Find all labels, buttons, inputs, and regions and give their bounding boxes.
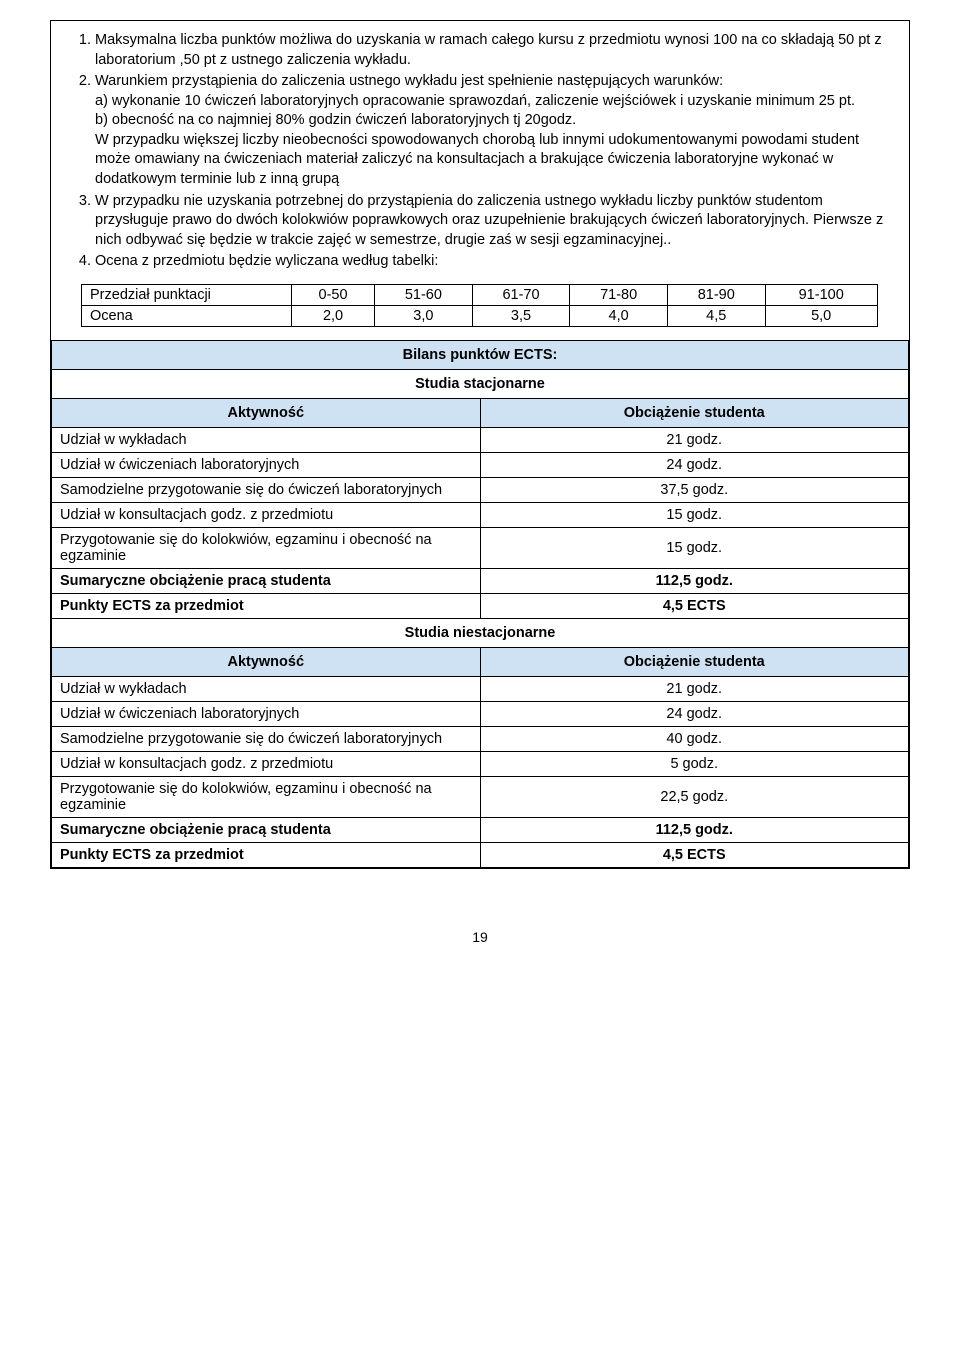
value-cell: 21 godz. xyxy=(480,677,909,702)
activity-cell: Punkty ECTS za przedmiot xyxy=(52,842,481,867)
col-load: Obciążenie studenta xyxy=(481,399,909,427)
table-cell: 3,5 xyxy=(472,305,570,326)
sub-item-b: b) obecność na co najmniej 80% godzin ćw… xyxy=(95,112,576,128)
table-row: Samodzielne przygotowanie się do ćwiczeń… xyxy=(52,477,909,502)
table-row-sum: Sumaryczne obciążenie pracą studenta112,… xyxy=(52,568,909,593)
activity-cell: Udział w konsultacjach godz. z przedmiot… xyxy=(52,502,481,527)
workload-table-niestacjonarne: Udział w wykładach21 godz. Udział w ćwic… xyxy=(51,677,909,868)
ects-title: Bilans punktów ECTS: xyxy=(51,340,909,370)
workload-table-stacjonarne: Udział w wykładach21 godz. Udział w ćwic… xyxy=(51,428,909,619)
list-text: W przypadku nie uzyskania potrzebnej do … xyxy=(95,193,883,248)
table-cell: 0-50 xyxy=(292,284,375,305)
table-cell: 5,0 xyxy=(765,305,877,326)
activity-cell: Sumaryczne obciążenie pracą studenta xyxy=(52,568,481,593)
table-row-ects: Punkty ECTS za przedmiot4,5 ECTS xyxy=(52,842,909,867)
studia-stacjonarne-header: Studia stacjonarne xyxy=(51,370,909,399)
table-cell: 71-80 xyxy=(570,284,668,305)
table-cell: 3,0 xyxy=(375,305,473,326)
value-cell: 4,5 ECTS xyxy=(480,842,909,867)
table-row: Ocena 2,0 3,0 3,5 4,0 4,5 5,0 xyxy=(82,305,878,326)
activity-cell: Udział w wykładach xyxy=(52,428,481,453)
activity-cell: Udział w ćwiczeniach laboratoryjnych xyxy=(52,701,481,726)
activity-cell: Samodzielne przygotowanie się do ćwiczeń… xyxy=(52,726,481,751)
document-frame: Maksymalna liczba punktów możliwa do uzy… xyxy=(50,20,910,869)
value-cell: 24 godz. xyxy=(480,701,909,726)
table-row: Udział w wykładach21 godz. xyxy=(52,428,909,453)
requirements-list: Maksymalna liczba punktów możliwa do uzy… xyxy=(65,31,895,272)
activity-cell: Przygotowanie się do kolokwiów, egzaminu… xyxy=(52,527,481,568)
table-cell: 4,5 xyxy=(667,305,765,326)
table-row: Udział w ćwiczeniach laboratoryjnych24 g… xyxy=(52,701,909,726)
table-row: Przedział punktacji 0-50 51-60 61-70 71-… xyxy=(82,284,878,305)
column-headers: Aktywność Obciążenie studenta xyxy=(51,648,909,677)
list-item: Maksymalna liczba punktów możliwa do uzy… xyxy=(95,31,895,70)
value-cell: 22,5 godz. xyxy=(480,776,909,817)
activity-cell: Udział w ćwiczeniach laboratoryjnych xyxy=(52,452,481,477)
table-row: Przygotowanie się do kolokwiów, egzaminu… xyxy=(52,776,909,817)
value-cell: 15 godz. xyxy=(480,502,909,527)
value-cell: 4,5 ECTS xyxy=(480,593,909,618)
table-cell: 51-60 xyxy=(375,284,473,305)
col-activity: Aktywność xyxy=(52,399,481,427)
sub-item-a: a) wykonanie 10 ćwiczeń laboratoryjnych … xyxy=(95,93,855,109)
table-row: Samodzielne przygotowanie się do ćwiczeń… xyxy=(52,726,909,751)
value-cell: 37,5 godz. xyxy=(480,477,909,502)
table-row: Udział w konsultacjach godz. z przedmiot… xyxy=(52,502,909,527)
activity-cell: Przygotowanie się do kolokwiów, egzaminu… xyxy=(52,776,481,817)
col-activity: Aktywność xyxy=(52,648,481,676)
table-cell: 91-100 xyxy=(765,284,877,305)
list-item: Ocena z przedmiotu będzie wyliczana wedł… xyxy=(95,252,895,272)
list-text: Ocena z przedmiotu będzie wyliczana wedł… xyxy=(95,253,438,269)
table-cell: 61-70 xyxy=(472,284,570,305)
table-row-sum: Sumaryczne obciążenie pracą studenta112,… xyxy=(52,817,909,842)
table-row-ects: Punkty ECTS za przedmiot4,5 ECTS xyxy=(52,593,909,618)
activity-cell: Udział w konsultacjach godz. z przedmiot… xyxy=(52,751,481,776)
table-cell: 4,0 xyxy=(570,305,668,326)
value-cell: 112,5 godz. xyxy=(480,817,909,842)
table-cell: 81-90 xyxy=(667,284,765,305)
activity-cell: Sumaryczne obciążenie pracą studenta xyxy=(52,817,481,842)
table-row: Udział w ćwiczeniach laboratoryjnych24 g… xyxy=(52,452,909,477)
column-headers: Aktywność Obciążenie studenta xyxy=(51,399,909,428)
table-row: Przygotowanie się do kolokwiów, egzaminu… xyxy=(52,527,909,568)
activity-cell: Udział w wykładach xyxy=(52,677,481,702)
studia-niestacjonarne-header: Studia niestacjonarne xyxy=(51,619,909,648)
value-cell: 15 godz. xyxy=(480,527,909,568)
list-text: Maksymalna liczba punktów możliwa do uzy… xyxy=(95,32,882,68)
sub-item-note: W przypadku większej liczby nieobecności… xyxy=(95,132,859,187)
value-cell: 5 godz. xyxy=(480,751,909,776)
value-cell: 112,5 godz. xyxy=(480,568,909,593)
activity-cell: Samodzielne przygotowanie się do ćwiczeń… xyxy=(52,477,481,502)
list-item: Warunkiem przystąpienia do zaliczenia us… xyxy=(95,72,895,189)
row-label: Ocena xyxy=(82,305,292,326)
table-row: Udział w wykładach21 godz. xyxy=(52,677,909,702)
value-cell: 40 godz. xyxy=(480,726,909,751)
score-range-table: Przedział punktacji 0-50 51-60 61-70 71-… xyxy=(81,284,878,327)
value-cell: 21 godz. xyxy=(480,428,909,453)
list-text: Warunkiem przystąpienia do zaliczenia us… xyxy=(95,73,723,89)
col-load: Obciążenie studenta xyxy=(481,648,909,676)
list-item: W przypadku nie uzyskania potrzebnej do … xyxy=(95,192,895,251)
table-row: Udział w konsultacjach godz. z przedmiot… xyxy=(52,751,909,776)
value-cell: 24 godz. xyxy=(480,452,909,477)
activity-cell: Punkty ECTS za przedmiot xyxy=(52,593,481,618)
table-cell: 2,0 xyxy=(292,305,375,326)
page-number: 19 xyxy=(50,929,910,945)
row-label: Przedział punktacji xyxy=(82,284,292,305)
